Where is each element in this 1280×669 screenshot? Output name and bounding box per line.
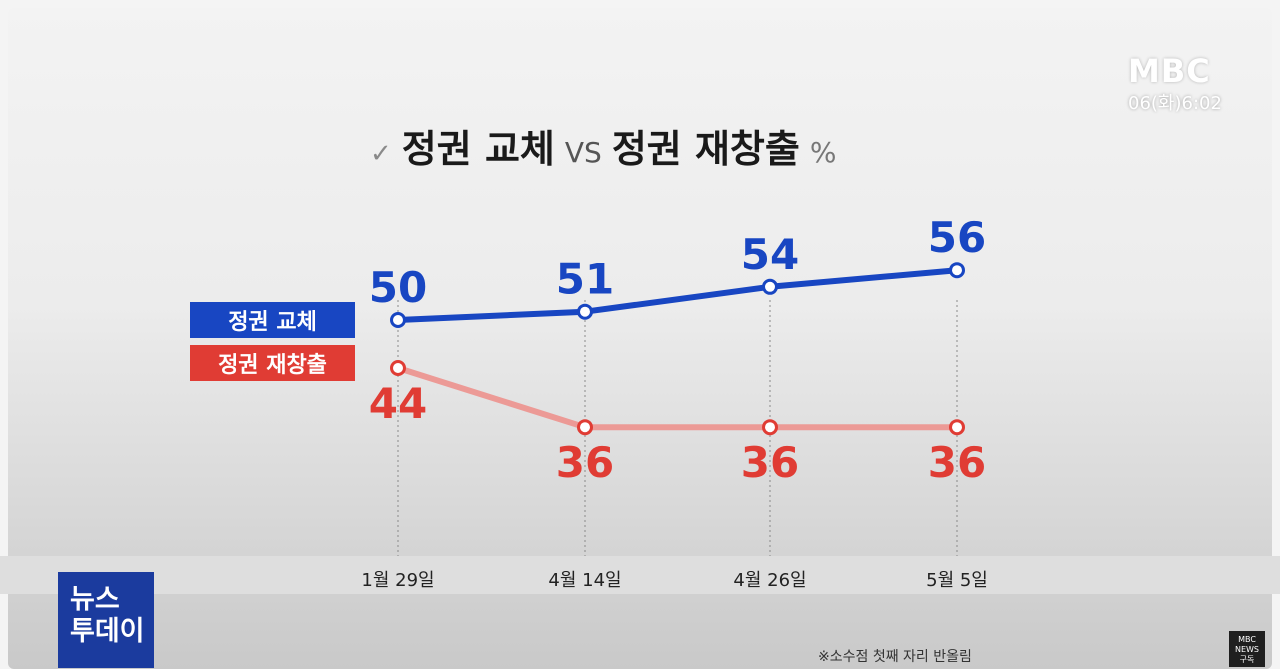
series-2-point-3 <box>762 419 778 436</box>
series-1-label-4: 56 <box>928 213 986 262</box>
series-2-point-1 <box>390 360 406 376</box>
series-1-label-1: 50 <box>369 263 427 312</box>
mbc-news-subscribe-badge[interactable]: MBC NEWS 구독 <box>1229 631 1265 667</box>
x-tick-label-3: 4월 26일 <box>733 570 807 591</box>
legend-series-2: 정권 재창출 <box>190 345 355 381</box>
series-2-point-2 <box>577 419 593 436</box>
series-1-point-3 <box>762 278 778 295</box>
legend-series-1: 정권 교체 <box>190 302 355 338</box>
series-2-label-2: 36 <box>556 438 614 487</box>
x-axis-band <box>0 556 1280 594</box>
x-tick-label-4: 5월 5일 <box>926 570 988 591</box>
title-unit: % <box>809 136 837 169</box>
x-tick-label-2: 4월 14일 <box>548 570 622 591</box>
news-logo-line1: 뉴스 <box>70 584 120 615</box>
series-2-label-4: 36 <box>928 438 986 487</box>
x-tick-label-1: 1월 29일 <box>361 570 435 591</box>
title-vs: VS <box>564 136 602 169</box>
mbc-logo: MBC <box>1128 52 1211 90</box>
series-1-point-4 <box>949 262 965 279</box>
series-2-label-3: 36 <box>741 438 799 487</box>
news-today-logo: 뉴스 투데이 <box>58 572 154 668</box>
series-1-point-2 <box>577 303 593 320</box>
series-1-label-2: 51 <box>556 255 614 304</box>
badge-line1: MBC <box>1238 635 1256 644</box>
series-line-2 <box>395 365 960 431</box>
title-left: 정권 교체 <box>401 127 555 171</box>
chart-title: ✓ 정권 교체 VS 정권 재창출 % <box>370 118 836 178</box>
series-line-1 <box>395 267 960 323</box>
series-1-point-1 <box>390 312 406 328</box>
series-2-label-1: 44 <box>369 379 427 428</box>
news-logo-line2: 투데이 <box>70 616 145 647</box>
broadcast-time: 06(화)6:02 <box>1128 93 1222 114</box>
badge-line2: NEWS <box>1234 645 1260 654</box>
title-right: 정권 재창출 <box>611 127 800 171</box>
series-2-point-4 <box>949 419 965 436</box>
footnote: ※소수점 첫째 자리 반올림 <box>818 649 972 665</box>
badge-line3: 구독 <box>1239 655 1255 664</box>
check-icon: ✓ <box>370 139 392 169</box>
series-1-label-3: 54 <box>741 230 799 279</box>
